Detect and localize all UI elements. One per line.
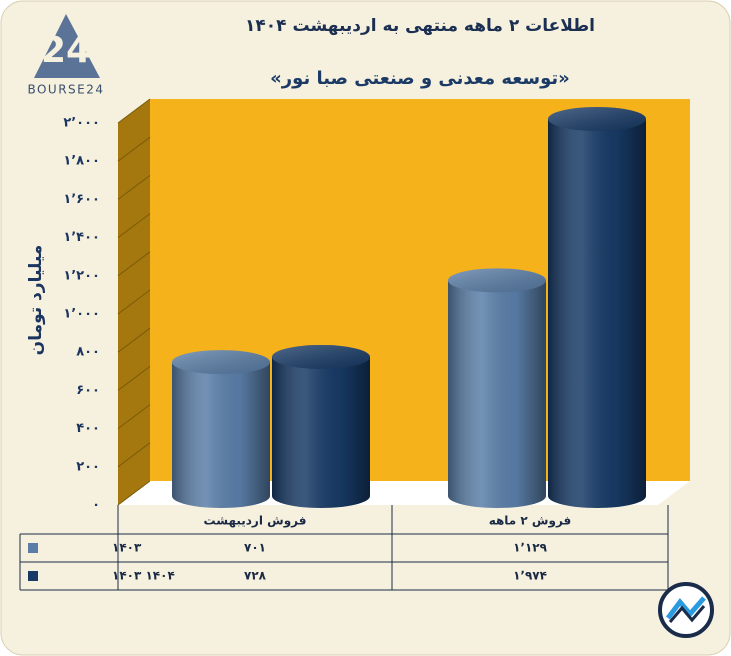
grid-line: [117, 365, 151, 391]
cylinder-top-shade: [272, 344, 370, 369]
cylinder: [548, 106, 646, 508]
x-tick-label: فروش ۲ ماهه: [489, 514, 572, 529]
cylinder-top-shade: [448, 268, 546, 293]
brand-icon: [658, 582, 714, 638]
chart-title: اطلاعات ۲ ماهه منتهی به اردیبهشت ۱۴۰۴: [245, 16, 595, 36]
svg-text:24: 24: [41, 30, 91, 71]
y-axis-label: میلیارد تومان: [26, 245, 46, 356]
cylinder: [272, 344, 370, 508]
x-tick-label: فروش اردیبهشت: [204, 514, 307, 529]
legend-label: ۱۴۰۴ ۱۴۰۳: [112, 569, 175, 583]
y-tick-label: ۸۰۰: [76, 345, 100, 360]
grid-line: [117, 404, 151, 430]
grid-line: [117, 213, 151, 239]
cylinder-shade: [548, 118, 646, 508]
grid-line: [117, 289, 151, 315]
grid-line: [117, 174, 151, 200]
cylinder-shade: [272, 356, 370, 508]
grid-line: [117, 327, 151, 353]
cylinder-shade: [172, 362, 270, 508]
y-tick-label: ۱٬۲۰۰: [63, 268, 100, 283]
cylinder-shade: [448, 280, 546, 508]
cylinder: [172, 350, 270, 508]
grid-line: [117, 136, 151, 162]
legend-label: ۱۴۰۳: [112, 541, 142, 555]
data-label: ۷۰۱: [244, 541, 266, 555]
y-tick-label: ۱٬۴۰۰: [63, 230, 100, 245]
legend-swatch: [28, 543, 38, 553]
y-tick-label: ۲۰۰: [76, 459, 100, 474]
y-tick-label: ۱٬۸۰۰: [63, 154, 100, 169]
y-tick-label: ۱٬۶۰۰: [63, 192, 100, 207]
grid-line: [117, 98, 151, 124]
y-tick-label: ۴۰۰: [76, 421, 100, 436]
y-tick-label: ۱٬۰۰۰: [63, 307, 100, 322]
chart-subtitle: «توسعه معدنی و صنعتی صبا نور»: [270, 68, 570, 89]
y-tick-label: ۰: [92, 498, 100, 513]
data-table: [19, 505, 669, 591]
grid-line: [117, 442, 151, 468]
grid-line: [117, 251, 151, 277]
logo-text: BOURSE24: [27, 83, 104, 97]
grid-line: [117, 480, 151, 506]
cylinder: [448, 268, 546, 508]
data-label: ۱٬۹۷۴: [513, 569, 547, 583]
y-tick-label: ۶۰۰: [76, 383, 100, 398]
data-label: ۷۲۸: [244, 569, 267, 583]
y-tick-label: ۲٬۰۰۰: [63, 116, 100, 131]
legend-swatch: [28, 571, 38, 581]
logo: 24 BOURSE24: [27, 14, 104, 97]
cylinder-top-shade: [172, 350, 270, 375]
data-label: ۱٬۱۲۹: [513, 541, 548, 555]
cylinder-top-shade: [548, 106, 646, 131]
